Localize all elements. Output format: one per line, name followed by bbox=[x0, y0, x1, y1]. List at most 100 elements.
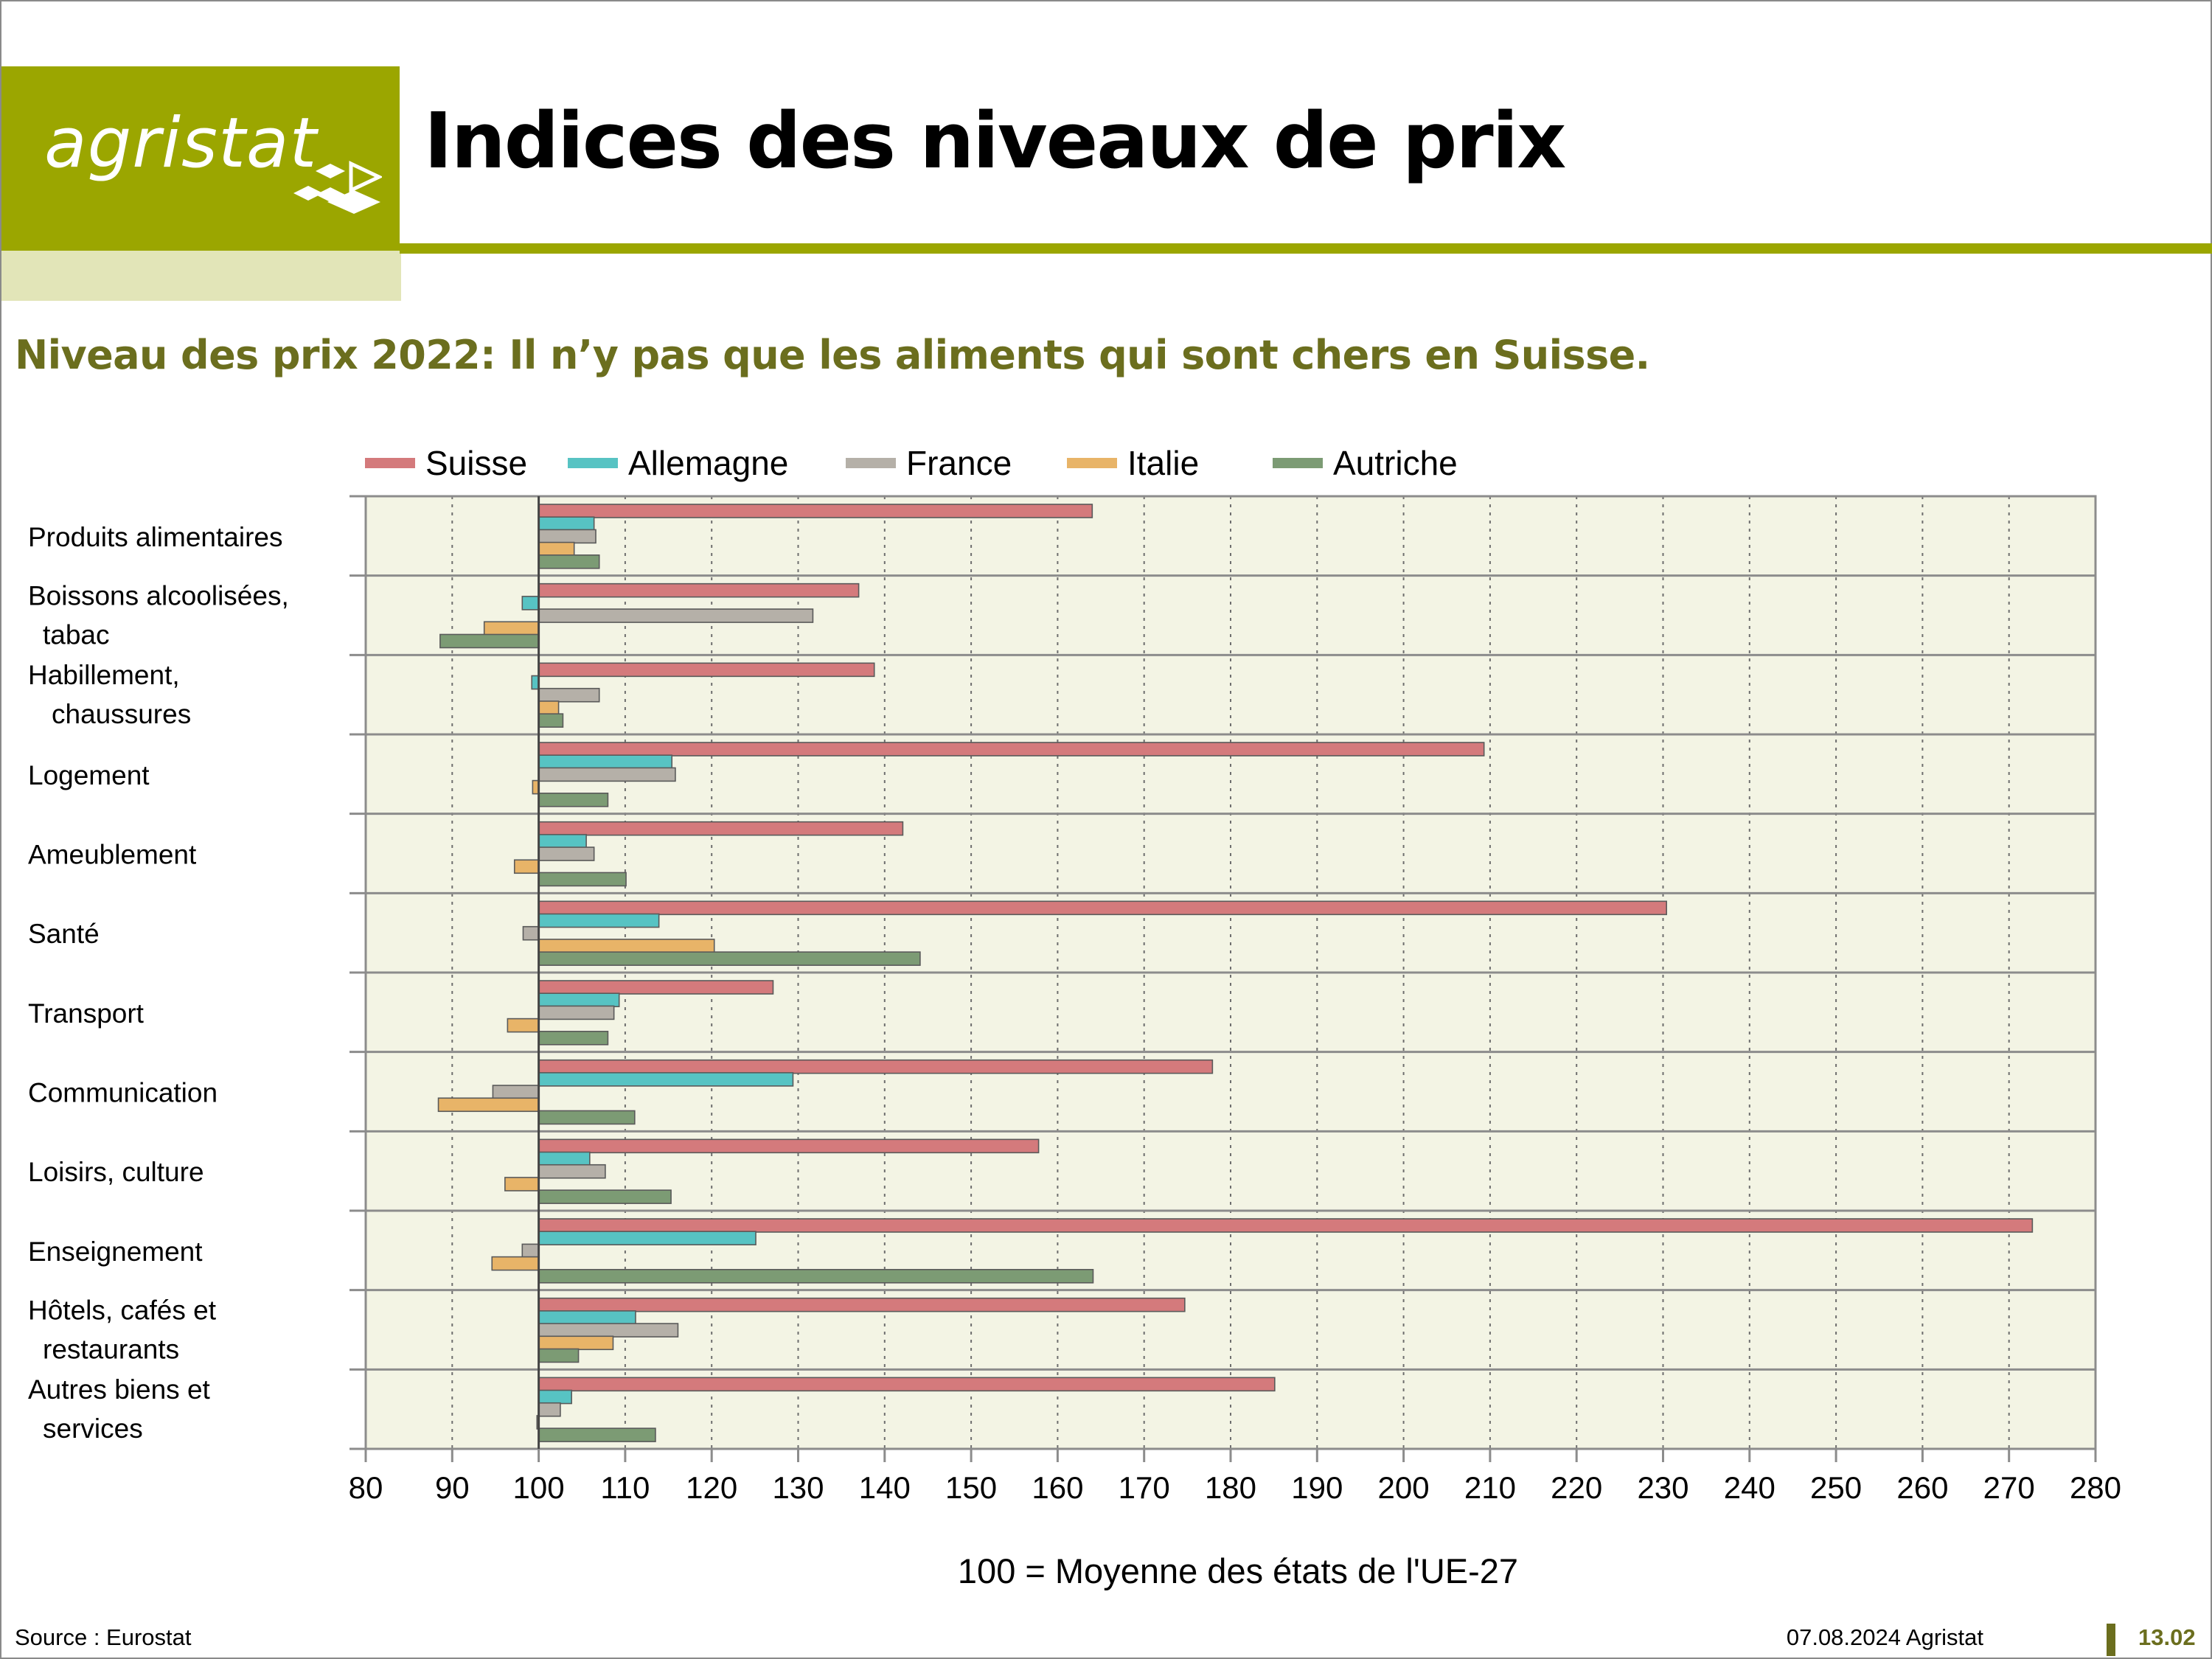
bar-allemagne-1 bbox=[521, 596, 540, 611]
footer-date: 07.08.2024 Agristat bbox=[1786, 1624, 1983, 1650]
footer-page-number: 13.02 bbox=[2138, 1624, 2196, 1650]
bar-suisse-0 bbox=[538, 504, 1093, 518]
legend-label-suisse: Suisse bbox=[425, 444, 527, 482]
category-label: Loisirs, culture bbox=[28, 1157, 204, 1187]
bar-italie-1 bbox=[483, 621, 540, 636]
category-label: Communication bbox=[28, 1078, 218, 1108]
logo-underlay bbox=[1, 251, 401, 301]
category-label: Hôtels, cafés et bbox=[28, 1295, 217, 1326]
category-label: Santé bbox=[28, 919, 100, 949]
bar-allemagne-5 bbox=[538, 913, 660, 928]
bar-suisse-10 bbox=[538, 1297, 1186, 1312]
legend-swatch-autriche bbox=[1273, 458, 1323, 468]
x-tick-label: 90 bbox=[435, 1470, 470, 1505]
x-tick-label: 280 bbox=[2070, 1470, 2121, 1505]
category-label: chaussures bbox=[52, 699, 191, 729]
category-label: Enseignement bbox=[28, 1237, 203, 1267]
bar-suisse-6 bbox=[538, 980, 774, 995]
bar-france-6 bbox=[538, 1005, 615, 1020]
bar-france-0 bbox=[538, 529, 597, 544]
bar-suisse-1 bbox=[538, 582, 860, 598]
x-tick-label: 180 bbox=[1205, 1470, 1256, 1505]
bar-autriche-11 bbox=[538, 1427, 656, 1442]
x-tick-label: 160 bbox=[1032, 1470, 1083, 1505]
x-tick-label: 120 bbox=[686, 1470, 737, 1505]
footer-source: Source : Eurostat bbox=[15, 1624, 192, 1650]
category-label: services bbox=[43, 1413, 143, 1444]
bar-france-9 bbox=[521, 1243, 540, 1259]
footer-separator bbox=[2107, 1624, 2115, 1656]
bar-allemagne-8 bbox=[538, 1151, 591, 1166]
x-tick-label: 100 bbox=[513, 1470, 565, 1505]
category-labels: Produits alimentaires Boissons alcoolisée… bbox=[28, 522, 289, 1444]
bar-autriche-2 bbox=[538, 713, 564, 728]
category-label: Ameublement bbox=[28, 840, 197, 870]
legend-swatch-france bbox=[846, 458, 896, 468]
legend-swatch-suisse bbox=[365, 458, 415, 468]
bar-allemagne-7 bbox=[538, 1072, 794, 1087]
x-tick-label: 130 bbox=[772, 1470, 824, 1505]
legend-swatch-italie bbox=[1067, 458, 1117, 468]
x-tick-label: 260 bbox=[1896, 1470, 1948, 1505]
bar-italie-10 bbox=[538, 1335, 614, 1351]
bar-italie-7 bbox=[437, 1097, 540, 1113]
bar-autriche-4 bbox=[538, 872, 627, 887]
category-label: Logement bbox=[28, 760, 150, 790]
bar-autriche-5 bbox=[538, 951, 921, 966]
bar-italie-8 bbox=[504, 1177, 540, 1192]
category-label: tabac bbox=[43, 620, 110, 650]
x-tick-label: 220 bbox=[1551, 1470, 1602, 1505]
bar-autriche-1 bbox=[439, 633, 540, 649]
category-label: Autres biens et bbox=[28, 1374, 211, 1405]
logo-text: agristat bbox=[44, 103, 318, 184]
chart-subtitle: Niveau des prix 2022: Il n’y pas que les… bbox=[15, 332, 1650, 378]
bar-suisse-5 bbox=[538, 900, 1667, 916]
axis-lines bbox=[349, 495, 2097, 1462]
x-tick-label: 270 bbox=[1983, 1470, 2035, 1505]
legend-label-france: France bbox=[906, 444, 1012, 482]
agristat-logo bbox=[1, 66, 400, 251]
bar-autriche-3 bbox=[538, 793, 609, 807]
bar-allemagne-3 bbox=[538, 754, 673, 769]
bar-france-2 bbox=[538, 687, 600, 703]
category-label: Boissons alcoolisées, bbox=[28, 581, 289, 611]
legend-label-autriche: Autriche bbox=[1333, 444, 1458, 482]
bar-autriche-8 bbox=[538, 1189, 672, 1204]
x-tick-label: 250 bbox=[1810, 1470, 1862, 1505]
x-tick-label: 200 bbox=[1378, 1470, 1430, 1505]
bar-france-11 bbox=[538, 1402, 561, 1417]
bar-autriche-10 bbox=[538, 1348, 580, 1363]
x-tick-label: 80 bbox=[349, 1470, 383, 1505]
bar-suisse-4 bbox=[538, 821, 904, 836]
x-tick-label: 210 bbox=[1464, 1470, 1516, 1505]
bar-italie-0 bbox=[538, 541, 575, 557]
bar-france-5 bbox=[522, 925, 540, 941]
chart-legend: Suisse Allemagne France Italie Autriche bbox=[365, 444, 1458, 482]
bar-marks bbox=[437, 504, 2034, 1442]
bar-allemagne-4 bbox=[538, 834, 587, 849]
bar-suisse-8 bbox=[538, 1138, 1040, 1154]
title-rule bbox=[400, 243, 2212, 254]
x-tick-label: 140 bbox=[859, 1470, 911, 1505]
bar-france-8 bbox=[538, 1164, 606, 1179]
x-tick-labels: 80 90 100 110 120 130 140 150 160 170 180 190 200 210… bbox=[349, 1470, 2121, 1505]
category-label: Habillement, bbox=[28, 660, 180, 690]
bar-allemagne-10 bbox=[538, 1310, 636, 1325]
bar-suisse-3 bbox=[538, 742, 1485, 757]
bar-france-3 bbox=[538, 767, 676, 782]
bar-suisse-2 bbox=[538, 662, 875, 678]
price-level-bar-chart: Suisse Allemagne France Italie Autriche Prod… bbox=[28, 444, 2121, 1590]
x-tick-label: 150 bbox=[945, 1470, 997, 1505]
page-title: Indices des niveaux de prix bbox=[424, 96, 1566, 186]
x-tick-label: 110 bbox=[600, 1470, 650, 1505]
bar-suisse-9 bbox=[538, 1218, 2034, 1233]
x-tick-label: 170 bbox=[1119, 1470, 1170, 1505]
bar-autriche-9 bbox=[538, 1269, 1094, 1284]
bar-france-1 bbox=[538, 608, 814, 623]
bar-france-7 bbox=[492, 1085, 540, 1099]
bar-suisse-11 bbox=[538, 1377, 1276, 1392]
bar-italie-2 bbox=[538, 700, 560, 715]
x-tick-label: 240 bbox=[1724, 1470, 1775, 1505]
bar-suisse-7 bbox=[538, 1059, 1214, 1074]
